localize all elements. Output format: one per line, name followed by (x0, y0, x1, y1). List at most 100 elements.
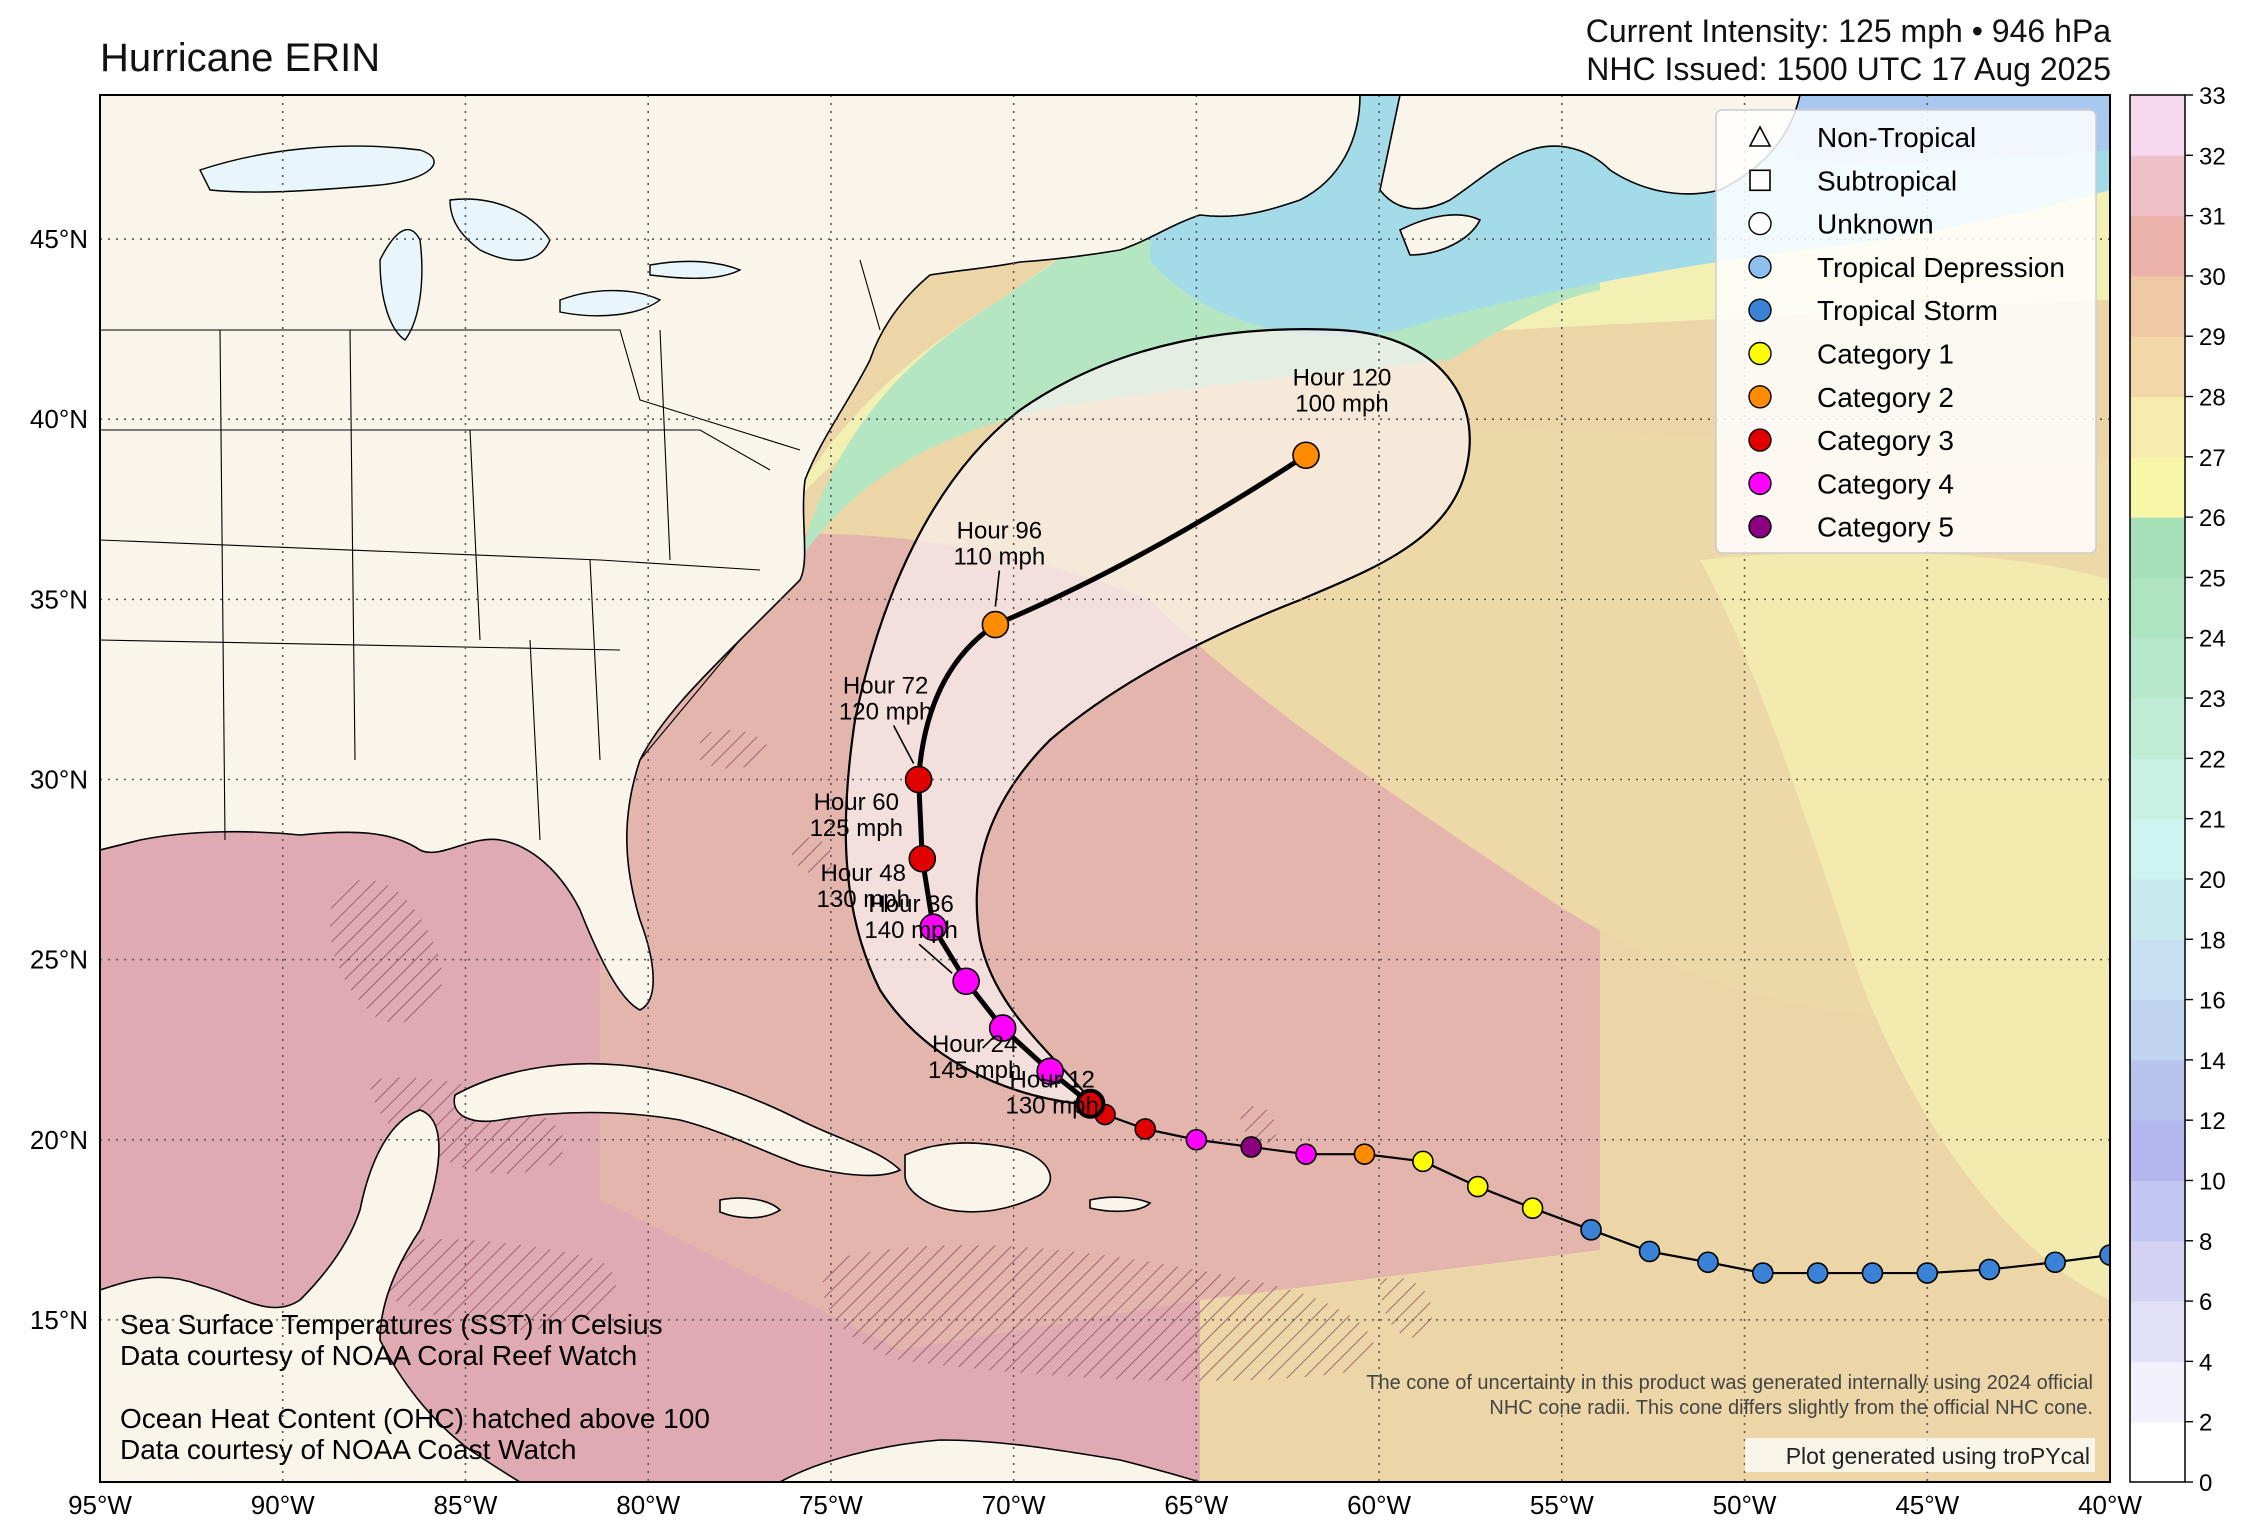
past-track-point (2099, 1244, 2110, 1266)
colorbar-segment (2130, 336, 2185, 398)
colorbar-segment (2130, 456, 2185, 518)
colorbar-tick-label: 24 (2199, 626, 2226, 653)
map-title: Hurricane ERIN (100, 36, 381, 80)
colorbar-tick-label: 30 (2199, 264, 2226, 291)
forecast-label-leader (892, 725, 915, 764)
colorbar-segment (2130, 517, 2185, 578)
legend-label: Tropical Depression (1817, 252, 2065, 283)
cone-note-line2: NHC cone radii. This cone differs slight… (1489, 1397, 2093, 1419)
colorbar-segment (2130, 1361, 2185, 1423)
lon-tick-label: 60°W (1347, 1490, 1411, 1520)
forecast-track-point (1075, 1088, 1106, 1119)
lat-tick-label: 25°N (30, 945, 88, 975)
legend-label: Category 3 (1817, 425, 1954, 456)
map-frame (99, 94, 2111, 1483)
forecast-wind-label: 140 mph (864, 917, 957, 944)
forecast-track-point (904, 765, 933, 794)
forecast-hour-label: Hour 24 (932, 1031, 1017, 1058)
colorbar-tick-label: 16 (2199, 988, 2226, 1015)
forecast-hour-label: Hour 12 (1009, 1066, 1094, 1093)
colorbar-tick-label: 4 (2199, 1349, 2212, 1376)
colorbar-segment (2130, 215, 2185, 277)
colorbar-tick-label: 32 (2199, 143, 2226, 170)
forecast-hour-label: Hour 120 (1293, 364, 1392, 391)
lat-tick-label: 15°N (30, 1305, 88, 1335)
past-track-point (2044, 1251, 2066, 1274)
colorbar-segment (2130, 637, 2185, 699)
south-america (779, 1439, 1201, 1482)
forecast-track (904, 441, 1320, 1119)
legend-label: Category 1 (1817, 339, 1954, 370)
colorbar-segment (2130, 818, 2185, 880)
sst-source: Data courtesy of NOAA Coral Reef Watch (120, 1340, 637, 1371)
colorbar-segment (2130, 1301, 2185, 1362)
legend-label: Non-Tropical (1817, 122, 1976, 153)
sst-yellow-region (1700, 551, 2110, 1300)
lat-tick-label: 30°N (30, 764, 88, 794)
forecast-hour-label: Hour 36 (868, 891, 953, 918)
legend-label: Subtropical (1817, 165, 1957, 196)
forecast-track-point (908, 844, 937, 873)
legend-marker (1748, 341, 1772, 366)
colorbar-tick-label: 25 (2199, 565, 2226, 592)
sst-colorbar: 0246810121416182021222324252627282930313… (2129, 83, 2226, 1497)
legend: Non-Tropical Subtropical Unknown Tropical D… (1715, 109, 2097, 554)
colorbar-tick-label: 27 (2199, 445, 2226, 472)
legend-marker (1748, 211, 1772, 236)
colorbar-segment (2130, 275, 2185, 337)
past-track-point (1521, 1197, 1544, 1220)
colorbar-segment (2130, 1059, 2185, 1121)
forecast-label-leader (982, 1037, 994, 1049)
forecast-hour-label: Hour 48 (821, 860, 906, 887)
past-track-point (1752, 1262, 1774, 1284)
colorbar-segment (2130, 758, 2185, 820)
colorbar-segment (2130, 878, 2185, 940)
forecast-wind-label: 110 mph (954, 544, 1046, 571)
legend-label: Category 4 (1817, 468, 1954, 499)
past-track-point (1916, 1262, 1939, 1284)
colorbar-tick-label: 31 (2199, 204, 2226, 231)
colorbar-segment (2130, 939, 2185, 1001)
colorbar-tick-label: 14 (2199, 1048, 2226, 1075)
colorbar-segment (2130, 396, 2185, 458)
past-track-point (1134, 1118, 1156, 1140)
sst-note: Sea Surface Temperatures (SST) in Celsiu… (120, 1309, 663, 1340)
legend-marker (1748, 255, 1772, 279)
colorbar-segment (2130, 1180, 2185, 1242)
forecast-track-point (919, 913, 948, 942)
forecast-wind-label: 130 mph (817, 886, 910, 913)
forecast-wind-label: 130 mph (1005, 1092, 1098, 1119)
forecast-track-point (1292, 441, 1320, 470)
past-track-point (1638, 1240, 1661, 1263)
colorbar-segment (2130, 95, 2185, 156)
lon-tick-label: 85°W (434, 1490, 498, 1520)
colorbar-tick-label: 22 (2199, 746, 2226, 773)
lon-tick-label: 45°W (1895, 1490, 1959, 1520)
colorbar-tick-label: 8 (2199, 1229, 2212, 1256)
colorbar-segment (2130, 1240, 2185, 1302)
cone-disclaimer: The cone of uncertainty in this product … (1366, 1372, 2095, 1472)
colorbar-tick-label: 26 (2199, 505, 2226, 532)
colorbar-tick-label: 23 (2199, 686, 2226, 713)
past-track-point (1240, 1136, 1262, 1158)
colorbar-segment (2130, 155, 2185, 217)
lat-tick-label: 35°N (30, 584, 88, 614)
legend-label: Category 5 (1817, 512, 1954, 543)
legend-marker (1749, 169, 1771, 192)
colorbar-segment (2130, 1120, 2185, 1181)
legend-label: Unknown (1817, 209, 1934, 240)
puerto-rico (1089, 1196, 1152, 1213)
central-america (100, 1109, 522, 1482)
colorbar-tick-label: 33 (2199, 83, 2226, 110)
forecast-wind-label: 145 mph (928, 1057, 1021, 1084)
state-borders (100, 259, 881, 841)
forecast-hour-label: Hour 60 (814, 789, 899, 816)
forecast-wind-label: 120 mph (839, 698, 932, 725)
forecast-track-point (952, 967, 980, 996)
lon-tick-label: 80°W (616, 1490, 680, 1520)
issued-time: NHC Issued: 1500 UTC 17 Aug 2025 (1586, 51, 2111, 87)
forecast-hour-label: Hour 72 (843, 672, 928, 699)
legend-marker (1748, 298, 1772, 322)
colorbar-tick-label: 10 (2199, 1168, 2226, 1195)
